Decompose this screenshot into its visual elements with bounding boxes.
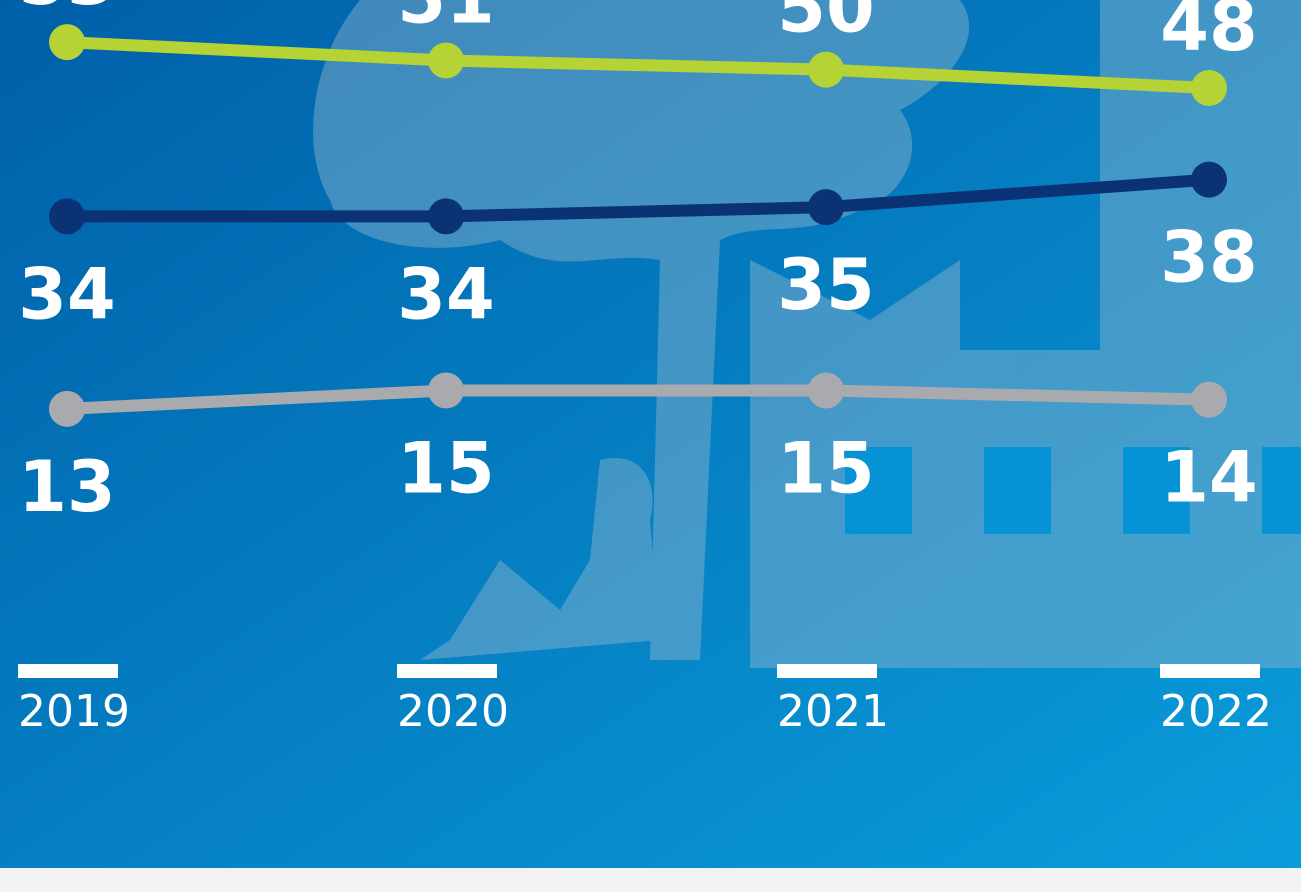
year-label: 2021 <box>777 686 889 737</box>
point <box>428 198 464 234</box>
point <box>49 198 85 234</box>
value-label: 38 <box>1160 217 1257 299</box>
point <box>808 52 844 88</box>
point <box>428 373 464 409</box>
year-label: 2022 <box>1160 686 1272 737</box>
point <box>808 189 844 225</box>
point <box>1191 162 1227 198</box>
value-label: 53 <box>18 0 115 21</box>
value-label: 15 <box>777 428 874 510</box>
point <box>808 373 844 409</box>
year-tick <box>777 664 877 678</box>
year-tick <box>18 664 118 678</box>
value-label: 48 <box>1160 0 1257 67</box>
value-label: 35 <box>777 244 874 326</box>
point <box>49 24 85 60</box>
point <box>428 43 464 79</box>
value-label: 13 <box>18 446 115 528</box>
value-label: 34 <box>18 253 115 335</box>
year-tick <box>397 664 497 678</box>
year-tick <box>1160 664 1260 678</box>
value-label: 14 <box>1160 437 1257 519</box>
point <box>49 391 85 427</box>
chart: 2019 2020 2021 2022 53 51 50 48 34 34 35 38 13 15 15 14 <box>0 0 1301 892</box>
page: {"chart_data": {"type": "line", "x": ["2… <box>0 0 1301 892</box>
value-label: 51 <box>397 0 494 40</box>
value-label: 15 <box>397 428 494 510</box>
value-label: 34 <box>397 253 494 335</box>
value-label: 50 <box>777 0 874 49</box>
point <box>1191 382 1227 418</box>
year-label: 2019 <box>18 686 130 737</box>
point <box>1191 70 1227 106</box>
year-label: 2020 <box>397 686 509 737</box>
